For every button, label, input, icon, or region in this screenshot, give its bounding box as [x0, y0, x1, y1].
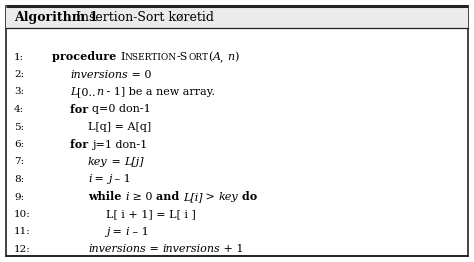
Text: inversions: inversions: [162, 244, 220, 254]
Text: j: j: [106, 227, 109, 237]
Text: 12:: 12:: [14, 245, 31, 254]
Text: L[ i + 1] = L[ i ]: L[ i + 1] = L[ i ]: [106, 210, 196, 220]
Text: (: (: [208, 52, 212, 62]
Text: ): ): [235, 52, 239, 62]
Text: I: I: [120, 52, 125, 62]
Text: ≥ 0: ≥ 0: [129, 192, 156, 202]
Text: L[q] = A[q]: L[q] = A[q]: [88, 122, 151, 132]
Text: L: L: [70, 87, 77, 97]
Text: 9:: 9:: [14, 193, 24, 201]
Text: and: and: [156, 192, 183, 203]
Text: >: >: [202, 192, 219, 202]
Text: 8:: 8:: [14, 175, 24, 184]
Text: j: j: [108, 174, 111, 184]
Text: - 1] be a new array.: - 1] be a new array.: [103, 87, 215, 97]
Text: 10:: 10:: [14, 210, 31, 219]
Text: 2:: 2:: [14, 70, 24, 79]
Text: for: for: [70, 104, 92, 115]
Text: – 1: – 1: [111, 174, 131, 184]
Text: for: for: [70, 139, 92, 150]
Text: i: i: [126, 227, 129, 237]
Text: L[j]: L[j]: [124, 157, 144, 167]
Text: =: =: [91, 174, 108, 184]
Text: 3:: 3:: [14, 88, 24, 96]
Text: 11:: 11:: [14, 227, 31, 237]
Text: i: i: [125, 192, 129, 202]
Bar: [6, 6, 468, 28]
Text: ,: ,: [220, 52, 228, 62]
Text: 5:: 5:: [14, 123, 24, 132]
Text: j=1 don-1: j=1 don-1: [92, 139, 147, 150]
Text: n: n: [96, 87, 103, 97]
Text: inversions: inversions: [88, 244, 146, 254]
Text: =: =: [108, 157, 124, 167]
Text: [0..: [0..: [77, 87, 96, 97]
Text: Insertion-Sort køretid: Insertion-Sort køretid: [72, 10, 214, 24]
Text: =: =: [109, 227, 126, 237]
Text: key: key: [219, 192, 238, 202]
Text: q=0 don-1: q=0 don-1: [92, 105, 151, 114]
Text: 7:: 7:: [14, 157, 24, 166]
Text: ORT: ORT: [188, 52, 208, 62]
Text: =: =: [146, 244, 162, 254]
Text: 6:: 6:: [14, 140, 24, 149]
Text: 4:: 4:: [14, 105, 24, 114]
Text: key: key: [88, 157, 108, 167]
Text: – 1: – 1: [129, 227, 149, 237]
Text: A: A: [212, 52, 220, 62]
Text: procedure: procedure: [52, 52, 120, 63]
Text: = 0: = 0: [128, 69, 151, 79]
Text: 1:: 1:: [14, 52, 24, 62]
Text: i: i: [88, 174, 91, 184]
Text: Algorithm 1: Algorithm 1: [14, 10, 98, 24]
Text: L[i]: L[i]: [183, 192, 202, 202]
Text: + 1: + 1: [220, 244, 243, 254]
Text: -S: -S: [177, 52, 188, 62]
Text: n: n: [228, 52, 235, 62]
Text: while: while: [88, 192, 125, 203]
Text: do: do: [238, 192, 258, 203]
Text: NSERTION: NSERTION: [125, 52, 177, 62]
Text: inversions: inversions: [70, 69, 128, 79]
